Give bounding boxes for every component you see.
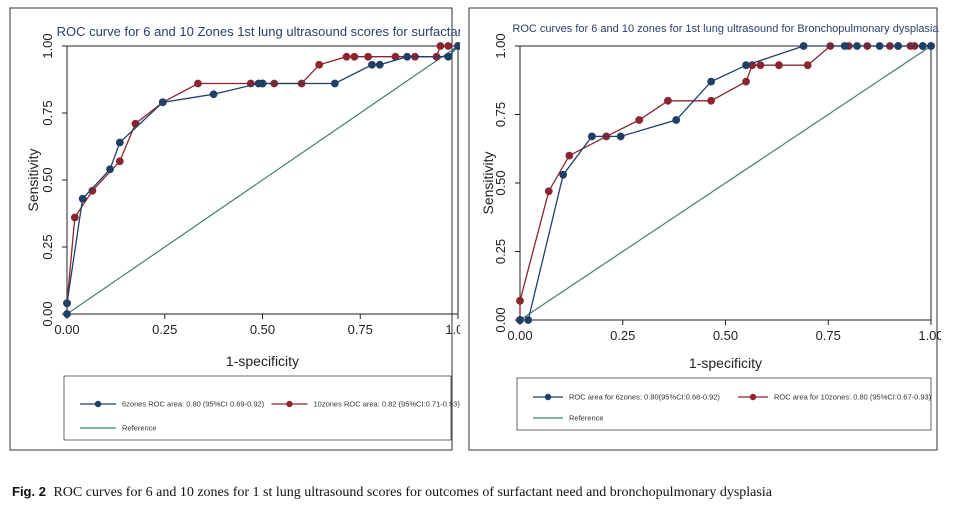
series-1-point — [444, 52, 453, 61]
y-tick-label: 0.25 — [40, 234, 55, 259]
series-2-point — [115, 157, 124, 166]
series-2-point — [350, 52, 359, 61]
x-tick-label: 0.25 — [610, 328, 635, 343]
chart-title: ROC curve for 6 and 10 Zones 1st lung ul… — [57, 24, 460, 39]
series-2-point — [436, 42, 445, 50]
x-tick-label: 0.00 — [54, 322, 79, 337]
series-1-point — [742, 61, 750, 70]
series-1-point — [330, 79, 339, 88]
y-tick-label: 1.00 — [493, 33, 508, 58]
y-tick-label: 0.00 — [40, 301, 55, 326]
x-tick-label: 0.00 — [507, 328, 532, 343]
figure-caption-text: ROC curves for 6 and 10 zones for 1 st l… — [53, 485, 772, 500]
series-1-point — [209, 90, 218, 99]
series-1-point — [672, 116, 681, 124]
legend-series-label: ROC area for 6zones: 0.80(95%CI:0.68-0.9… — [569, 393, 720, 402]
series-2-point — [70, 213, 79, 222]
x-axis-label: 1-specificity — [689, 355, 762, 371]
x-tick-label: 1.00 — [445, 322, 460, 337]
series-1-point — [63, 299, 71, 308]
y-tick-label: 1.00 — [40, 33, 55, 58]
x-tick-label: 0.75 — [348, 322, 373, 337]
series-2-point — [775, 61, 783, 70]
series-1-point — [559, 170, 568, 179]
roc-panel-surfactant: ROC curve for 6 and 10 Zones 1st lung ul… — [2, 2, 460, 455]
x-tick-label: 0.25 — [152, 322, 177, 337]
outer-frame — [468, 7, 938, 451]
figure-caption: Fig. 2 ROC curves for 6 and 10 zones for… — [12, 484, 952, 501]
chart-title: ROC curves for 6 and 10 zones for 1st lu… — [512, 23, 939, 35]
series-1-point — [115, 138, 124, 147]
y-tick-label: 0.50 — [493, 170, 508, 195]
series-2-point — [707, 96, 716, 105]
series-1-point — [918, 42, 927, 50]
series-1-point — [707, 77, 716, 86]
x-tick-label: 0.50 — [713, 328, 738, 343]
x-tick-label: 0.75 — [816, 328, 841, 343]
series-2-point — [342, 52, 351, 61]
series-1-point — [927, 42, 935, 50]
series-2-point — [444, 42, 453, 50]
series-1-point — [106, 165, 114, 174]
series-1-point — [853, 42, 861, 50]
y-axis-label: Sensitivity — [25, 148, 41, 211]
series-1-point — [516, 316, 524, 324]
series-2-point — [194, 79, 202, 88]
series-1-point — [454, 42, 460, 50]
legend-box — [63, 375, 452, 441]
series-1-point — [588, 132, 596, 141]
legend-box — [516, 377, 932, 431]
series-2-point — [565, 151, 574, 160]
y-tick-label: 0.50 — [40, 167, 55, 192]
legend-series-label: 10zones ROC area: 0.82 (95%CI:0.71-0.93) — [314, 400, 461, 409]
series-1-point — [63, 310, 71, 318]
x-axis-label: 1-specificity — [226, 353, 299, 369]
series-1-point — [875, 42, 884, 50]
series-2-point — [544, 187, 553, 196]
series-1-point — [368, 60, 376, 69]
y-axis-label: Sensitivity — [480, 151, 496, 214]
series-1-point — [894, 42, 903, 50]
series-2-point — [315, 60, 324, 69]
legend-swatch-marker — [544, 393, 552, 401]
legend-swatch-marker — [749, 393, 757, 401]
series-2-point — [756, 61, 765, 70]
roc-panel-bpd: ROC curves for 6 and 10 zones for 1st lu… — [463, 2, 941, 455]
series-2-point — [803, 61, 812, 70]
series-1-point — [258, 79, 267, 88]
legend-series-label: ROC area for 10zones: 0.80 (95%CI:0.67-0… — [774, 393, 932, 402]
series-1-point — [158, 98, 167, 107]
series-1-point — [840, 42, 849, 50]
legend-reference-label: Reference — [569, 414, 604, 423]
roc-chart-surfactant: ROC curve for 6 and 10 Zones 1st lung ul… — [9, 7, 461, 451]
series-2-point — [742, 77, 750, 86]
reference-line — [66, 45, 459, 315]
y-tick-label: 0.00 — [493, 307, 508, 332]
x-tick-label: 1.00 — [918, 328, 941, 343]
reference-line — [519, 45, 932, 321]
y-tick-label: 0.25 — [493, 239, 508, 264]
series-1-point — [799, 42, 808, 50]
x-tick-label: 0.50 — [250, 322, 275, 337]
series-1-point — [403, 52, 412, 61]
series-1-point — [616, 132, 625, 141]
series-2-point — [635, 116, 644, 124]
y-tick-label: 0.75 — [40, 100, 55, 125]
legend-series-label: 6zones ROC area: 0.80 (95%CI 0.69-0.92) — [122, 400, 265, 409]
series-1-point — [375, 60, 384, 69]
y-tick-label: 0.75 — [493, 102, 508, 127]
figure-caption-label: Fig. 2 — [12, 484, 46, 499]
roc-chart-bpd: ROC curves for 6 and 10 zones for 1st lu… — [468, 7, 941, 451]
series-2-point — [516, 296, 524, 305]
legend-swatch-marker — [286, 400, 293, 408]
series-2-point — [664, 96, 672, 105]
series-2-point — [364, 52, 372, 61]
legend-reference-label: Reference — [122, 424, 157, 433]
legend-swatch-marker — [94, 400, 102, 408]
series-1-point — [78, 194, 87, 203]
series-1-point — [524, 316, 533, 324]
